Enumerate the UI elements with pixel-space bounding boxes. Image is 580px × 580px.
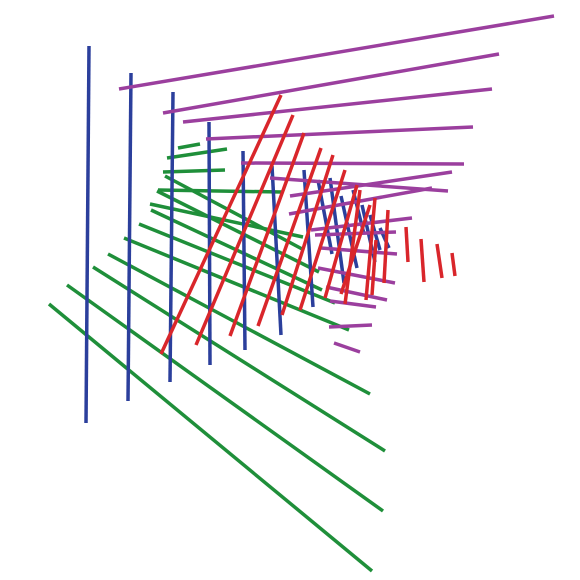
green-strokes-group [47,142,386,573]
blue-vertical-stroke-4 [207,121,212,366]
red-diagonal-stroke-11 [382,209,390,284]
purple-horizontal-stroke-16 [289,170,453,198]
purple-horizontal-stroke-3 [182,87,493,124]
green-diagonal-stroke-2 [65,283,385,513]
purple-horizontal-stroke-5 [240,161,465,166]
purple-horizontal-stroke-11 [317,266,396,285]
green-diagonal-stroke-8 [156,189,320,274]
blue-vertical-stroke-9 [328,177,346,284]
green-diagonal-stroke-11 [177,142,201,150]
red-strokes-group [159,94,457,355]
green-diagonal-stroke-10 [166,147,228,160]
purple-horizontal-stroke-14 [328,323,373,329]
purple-horizontal-stroke-15 [333,341,361,354]
red-diagonal-stroke-3 [228,132,306,337]
green-diagonal-stroke-14 [149,202,304,239]
purple-horizontal-stroke-12 [325,285,388,302]
purple-horizontal-stroke-2 [162,52,500,115]
blue-vertical-stroke-6 [270,165,283,336]
red-diagonal-stroke-8 [339,204,372,295]
green-diagonal-stroke-13 [157,188,283,194]
red-diagonal-stroke-15 [450,252,457,277]
purple-horizontal-stroke-13 [329,299,377,309]
red-diagonal-stroke-4 [256,147,323,327]
green-diagonal-stroke-5 [123,236,350,332]
green-diagonal-stroke-9 [164,174,305,252]
blue-vertical-stroke-1 [84,45,91,424]
red-diagonal-stroke-13 [419,238,426,283]
blue-vertical-stroke-5 [241,150,247,351]
red-diagonal-stroke-14 [435,243,444,279]
red-diagonal-stroke-1 [159,94,283,355]
purple-horizontal-stroke-4 [205,125,474,141]
red-diagonal-stroke-5 [280,154,335,316]
red-diagonal-stroke-9 [343,189,362,305]
green-diagonal-stroke-4 [107,252,371,396]
green-diagonal-stroke-1 [47,302,374,573]
red-diagonal-stroke-12 [404,226,410,263]
purple-horizontal-stroke-1 [118,14,555,91]
red-diagonal-stroke-7 [323,184,359,299]
red-diagonal-stroke-2 [194,114,295,346]
red-diagonal-stroke-16 [370,239,378,296]
red-diagonal-stroke-10 [364,197,377,301]
blue-vertical-stroke-2 [126,72,133,402]
red-diagonal-stroke-6 [298,169,347,311]
purple-horizontal-stroke-7 [288,186,433,216]
green-diagonal-stroke-3 [92,265,386,453]
